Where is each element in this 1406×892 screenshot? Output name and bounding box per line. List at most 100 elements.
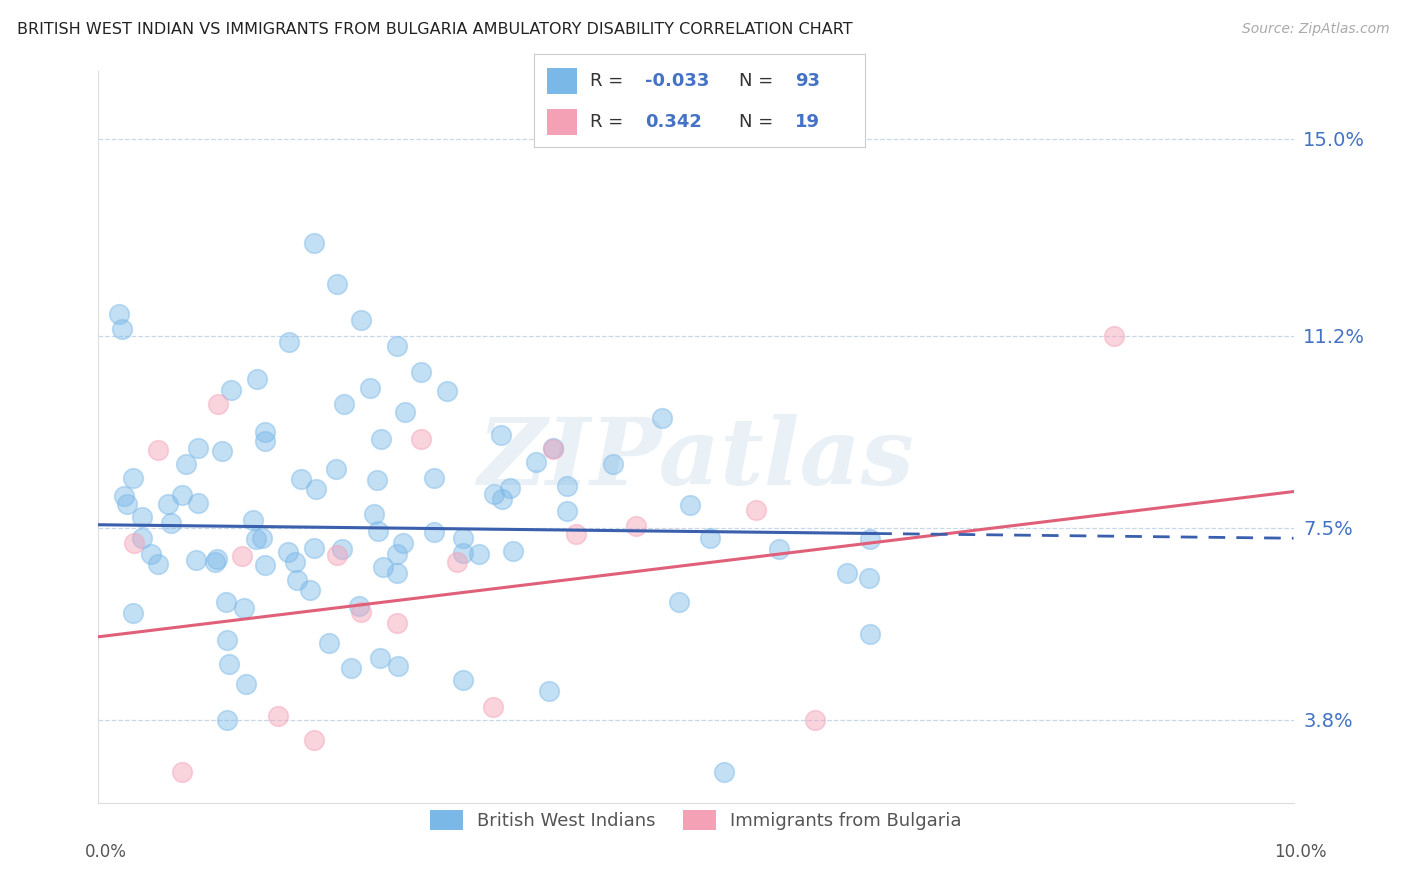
Point xyxy=(326,277,349,291)
Point xyxy=(502,544,524,558)
Point xyxy=(859,627,882,641)
Point xyxy=(565,527,588,541)
Point xyxy=(115,497,138,511)
Point xyxy=(541,442,564,456)
Point xyxy=(366,473,388,487)
Point xyxy=(394,405,416,419)
Point xyxy=(218,657,240,671)
Point xyxy=(278,334,301,349)
Point xyxy=(491,492,513,507)
Point xyxy=(411,365,433,379)
Point xyxy=(350,605,373,619)
Point xyxy=(482,700,505,714)
Point xyxy=(651,410,673,425)
Point xyxy=(298,583,321,598)
Point xyxy=(253,558,276,572)
Point xyxy=(423,471,446,485)
Point xyxy=(174,457,197,471)
Point xyxy=(215,713,238,727)
Point xyxy=(745,503,768,517)
Text: -0.033: -0.033 xyxy=(645,71,710,90)
Text: 10.0%: 10.0% xyxy=(1274,843,1327,861)
Point xyxy=(368,650,391,665)
Point xyxy=(489,427,512,442)
Point xyxy=(679,498,702,512)
Point xyxy=(859,532,882,546)
Point xyxy=(451,673,474,688)
Point xyxy=(468,547,491,561)
Point xyxy=(219,383,242,397)
Point xyxy=(484,487,506,501)
Text: BRITISH WEST INDIAN VS IMMIGRANTS FROM BULGARIA AMBULATORY DISABILITY CORRELATIO: BRITISH WEST INDIAN VS IMMIGRANTS FROM B… xyxy=(17,22,852,37)
Text: 93: 93 xyxy=(796,71,820,90)
Point xyxy=(290,472,312,486)
Point xyxy=(122,606,145,620)
Point xyxy=(112,489,135,503)
Text: 0.0%: 0.0% xyxy=(84,843,127,861)
Point xyxy=(235,676,257,690)
Point xyxy=(347,599,370,613)
Point xyxy=(204,555,226,569)
Point xyxy=(858,571,880,585)
Point xyxy=(242,513,264,527)
Point xyxy=(187,496,209,510)
Point xyxy=(330,542,353,557)
Point xyxy=(318,636,340,650)
Point xyxy=(453,545,475,559)
Point xyxy=(325,462,347,476)
Point xyxy=(148,443,170,458)
Point xyxy=(170,488,193,502)
FancyBboxPatch shape xyxy=(547,109,578,135)
Point xyxy=(411,432,433,446)
Point xyxy=(392,535,415,549)
Point xyxy=(156,497,179,511)
Point xyxy=(713,764,735,779)
Point xyxy=(371,560,394,574)
Point xyxy=(557,479,579,493)
Point xyxy=(207,397,229,411)
Point xyxy=(387,659,409,673)
Point xyxy=(423,524,446,539)
Point xyxy=(385,566,408,580)
Point xyxy=(305,482,328,496)
Point xyxy=(768,542,790,557)
Point xyxy=(370,432,392,446)
Point xyxy=(363,508,385,522)
Point xyxy=(277,545,299,559)
FancyBboxPatch shape xyxy=(547,68,578,94)
Point xyxy=(326,548,349,562)
Point xyxy=(107,307,129,321)
Text: Source: ZipAtlas.com: Source: ZipAtlas.com xyxy=(1241,22,1389,37)
Point xyxy=(245,372,267,386)
Point xyxy=(451,531,474,545)
Point xyxy=(159,516,181,530)
Point xyxy=(385,339,409,353)
Point xyxy=(626,519,648,533)
Point xyxy=(215,633,238,648)
Text: N =: N = xyxy=(740,71,779,90)
Point xyxy=(304,541,326,556)
Point xyxy=(367,524,389,539)
Text: R =: R = xyxy=(591,113,630,131)
Point xyxy=(699,531,721,545)
Point xyxy=(385,616,409,631)
Point xyxy=(837,566,859,580)
Point xyxy=(131,531,153,545)
Text: R =: R = xyxy=(591,71,630,90)
Point xyxy=(172,764,194,779)
Point xyxy=(232,601,254,615)
Point xyxy=(254,434,277,448)
Point xyxy=(340,661,363,675)
Point xyxy=(139,547,162,561)
Point xyxy=(285,574,308,588)
Point xyxy=(187,442,209,456)
Point xyxy=(537,683,560,698)
Point xyxy=(436,384,458,399)
Point xyxy=(111,322,134,336)
Point xyxy=(302,733,325,747)
Point xyxy=(804,713,827,727)
Point xyxy=(302,235,325,250)
Point xyxy=(350,313,373,327)
Point xyxy=(267,709,290,723)
Point xyxy=(211,444,233,458)
